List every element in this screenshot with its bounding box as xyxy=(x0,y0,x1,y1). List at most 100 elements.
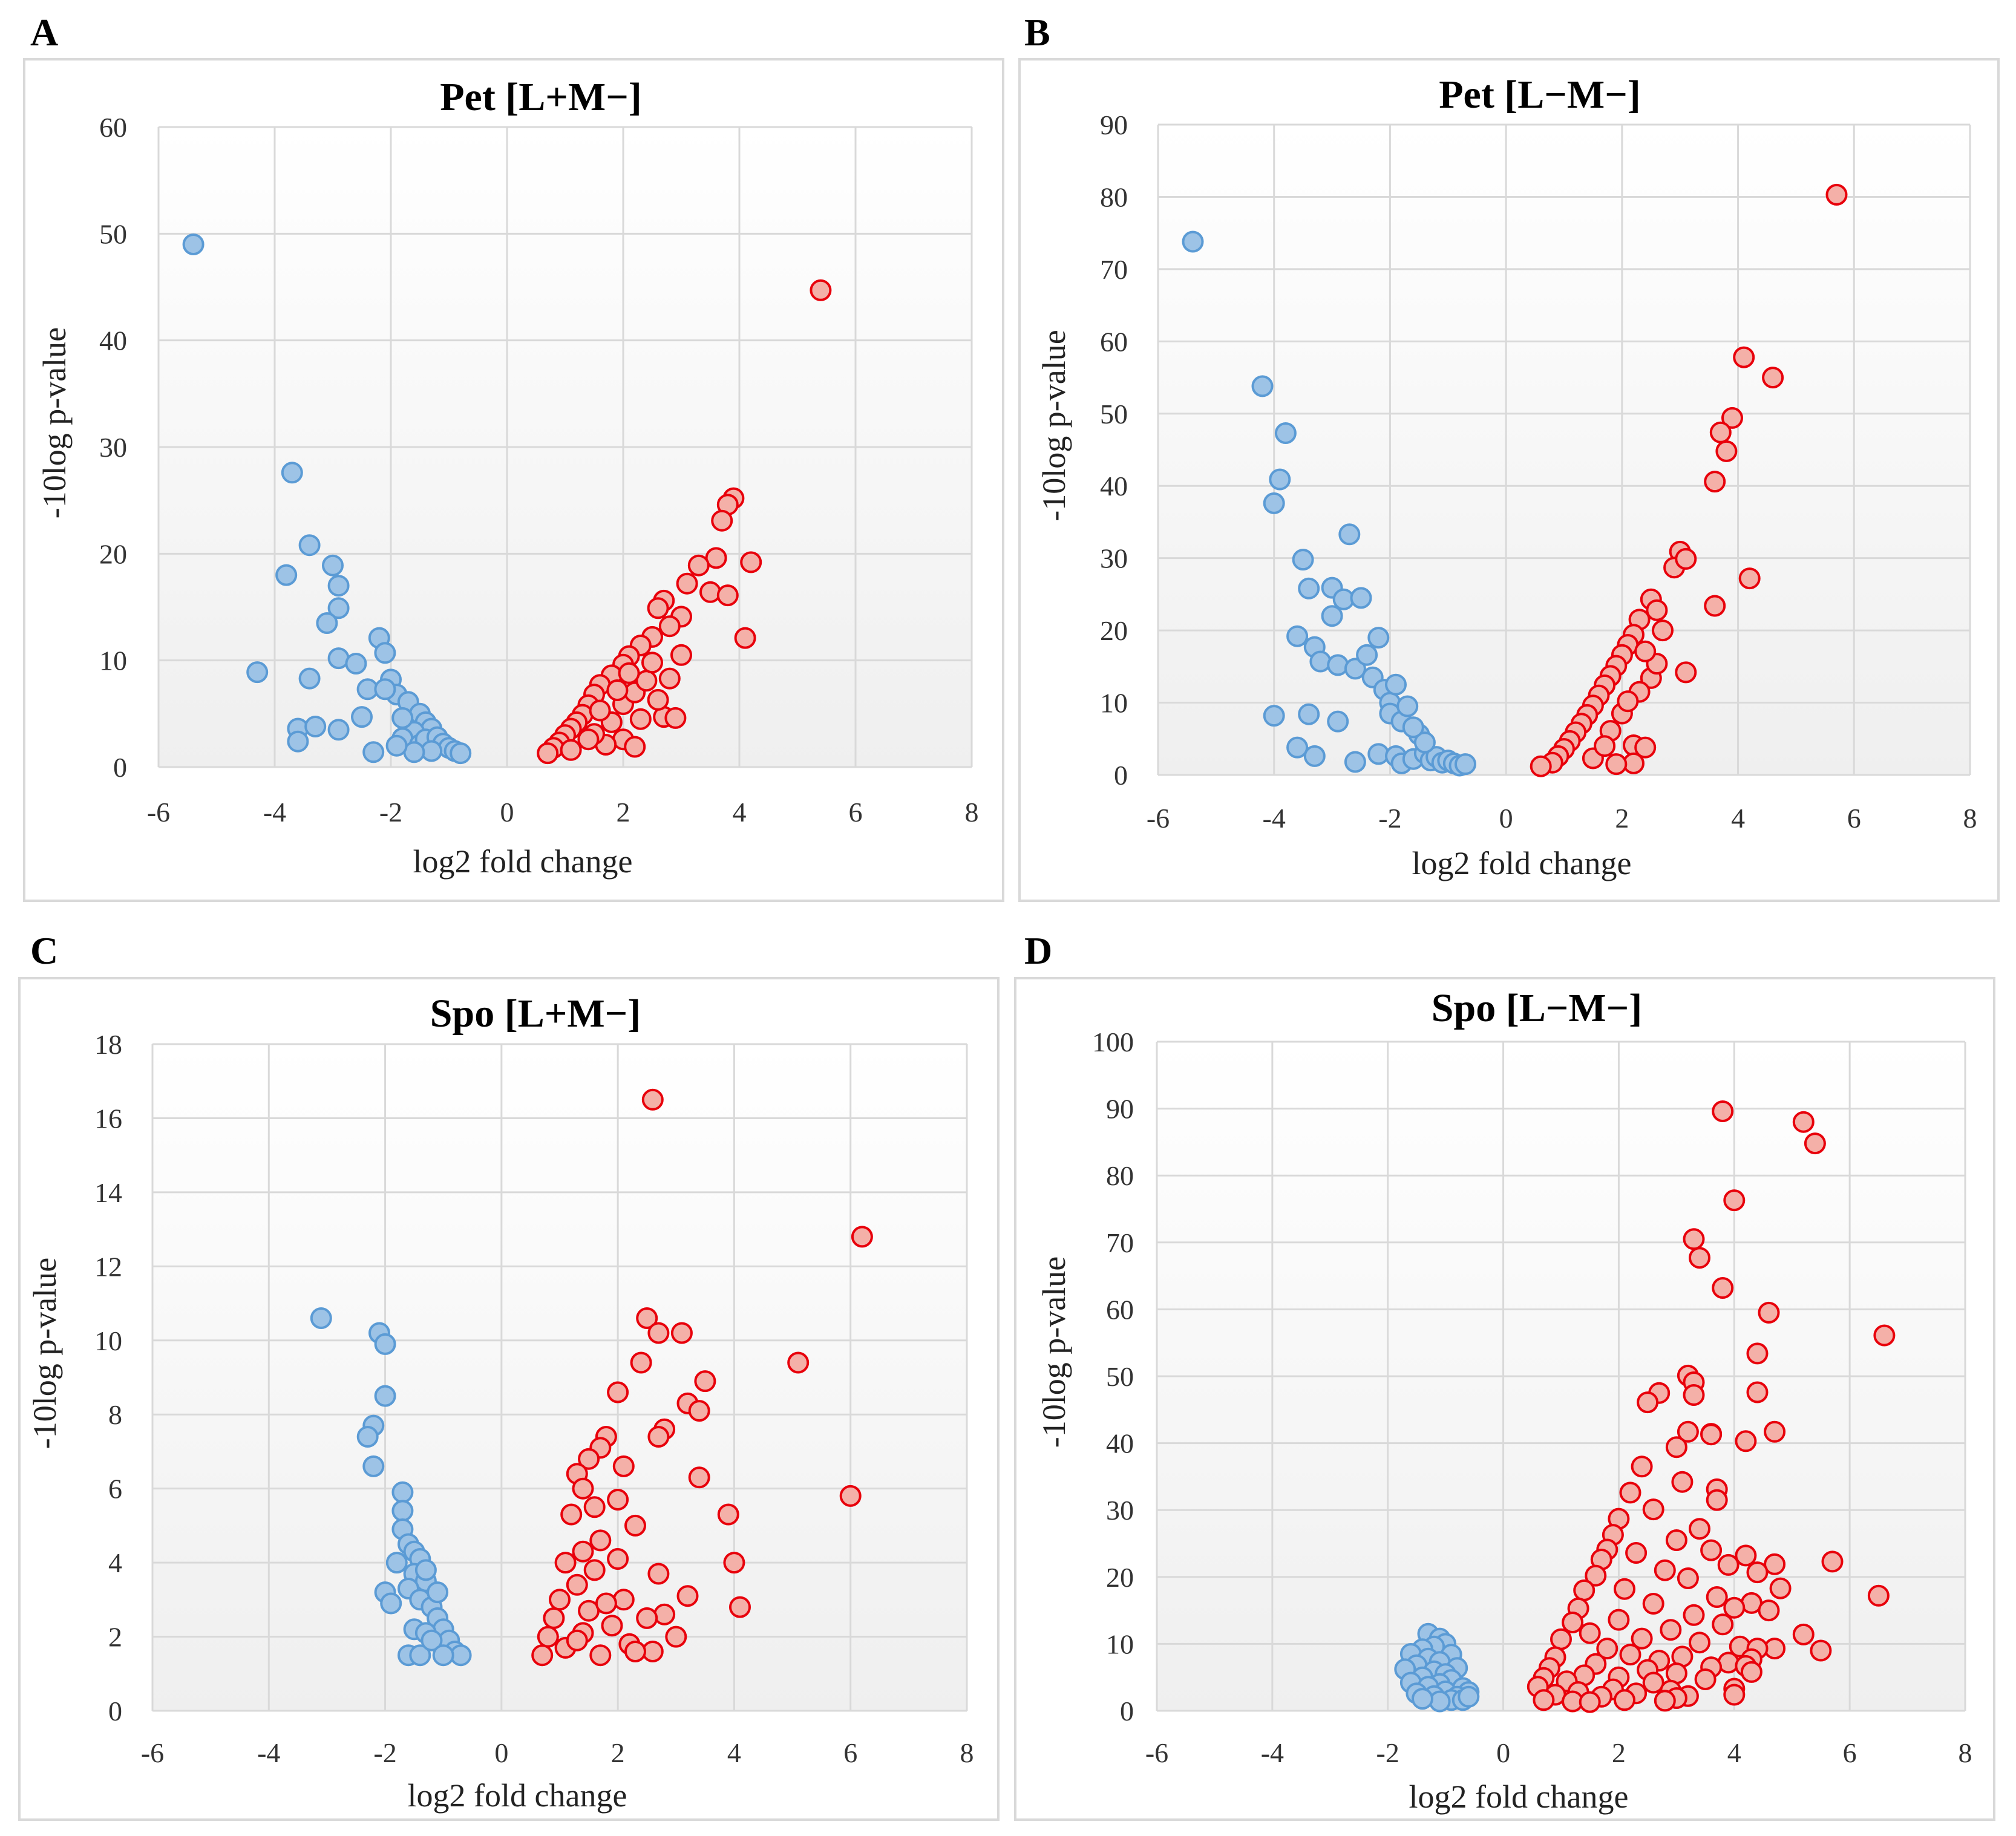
data-point-upregulated xyxy=(1746,1381,1769,1403)
data-point-downregulated xyxy=(327,719,350,741)
data-point-upregulated xyxy=(676,1585,699,1607)
data-point-upregulated xyxy=(606,679,629,701)
x-axis-label: log2 fold change xyxy=(1409,1779,1629,1815)
data-point-upregulated xyxy=(636,1307,658,1329)
data-point-upregulated xyxy=(647,1563,670,1585)
data-point-upregulated xyxy=(1733,346,1755,368)
x-tick-label: -2 xyxy=(1378,803,1401,834)
y-axis-label: -10log p-value xyxy=(1036,1256,1072,1448)
data-point-upregulated xyxy=(717,1503,739,1526)
y-tick-label: 30 xyxy=(1106,1495,1134,1526)
data-point-upregulated xyxy=(658,667,681,690)
x-tick-label: -4 xyxy=(1263,803,1286,834)
x-tick-label: 0 xyxy=(1499,803,1513,834)
data-point-downregulated xyxy=(1251,375,1274,397)
data-point-upregulated xyxy=(1746,1561,1769,1584)
data-point-downregulated xyxy=(1385,673,1407,696)
data-point-upregulated xyxy=(624,736,646,758)
data-point-upregulated xyxy=(699,581,721,603)
data-point-upregulated xyxy=(1689,1247,1710,1269)
data-point-downregulated xyxy=(450,742,472,765)
data-point-downregulated xyxy=(380,1592,402,1615)
data-point-downregulated xyxy=(1263,705,1285,727)
data-point-upregulated xyxy=(1614,1578,1635,1600)
y-tick-label: 30 xyxy=(1100,543,1128,574)
y-tick-label: 10 xyxy=(1106,1629,1134,1659)
data-point-downregulated xyxy=(1269,468,1291,491)
data-point-upregulated xyxy=(578,1448,600,1470)
x-tick-label: 0 xyxy=(494,1737,508,1768)
y-tick-label: 10 xyxy=(94,1325,122,1356)
plot-area xyxy=(1158,125,1970,775)
data-point-downregulated xyxy=(182,234,205,255)
x-tick-label: -6 xyxy=(147,797,170,828)
data-point-upregulated xyxy=(1579,1622,1601,1644)
y-axis-label: -10log p-value xyxy=(1036,330,1072,521)
data-point-downregulated xyxy=(385,1552,408,1574)
data-point-upregulated xyxy=(1631,1627,1653,1650)
x-tick-label: 6 xyxy=(843,1737,857,1768)
data-point-downregulated xyxy=(351,706,373,728)
panel-letter-b: B xyxy=(1024,11,1050,54)
data-point-upregulated xyxy=(1700,1423,1723,1446)
x-tick-label: 8 xyxy=(965,797,979,828)
data-point-downregulated xyxy=(298,667,321,690)
x-tick-label: 4 xyxy=(733,797,747,828)
data-point-upregulated xyxy=(1631,1455,1653,1478)
x-tick-label: -4 xyxy=(1261,1737,1284,1768)
x-tick-label: 2 xyxy=(1612,1737,1626,1768)
data-point-upregulated xyxy=(554,1552,577,1574)
x-tick-label: -6 xyxy=(141,1737,164,1768)
x-tick-label: -4 xyxy=(257,1737,280,1768)
data-point-upregulated xyxy=(1804,1132,1826,1155)
data-point-upregulated xyxy=(1605,753,1628,776)
data-point-upregulated xyxy=(1792,1623,1815,1645)
data-point-downregulated xyxy=(1292,549,1314,571)
data-point-upregulated xyxy=(583,1496,606,1518)
data-point-downregulated xyxy=(1309,650,1332,673)
data-point-upregulated xyxy=(1614,1689,1635,1711)
data-point-upregulated xyxy=(607,1381,629,1403)
data-point-upregulated xyxy=(647,688,669,711)
x-tick-label: 6 xyxy=(1843,1737,1857,1768)
data-point-downregulated xyxy=(362,1455,385,1477)
data-point-upregulated xyxy=(1694,1668,1717,1690)
x-tick-label: 0 xyxy=(500,797,514,828)
data-point-downregulated xyxy=(391,1500,414,1522)
panel-letter-c: C xyxy=(30,929,59,972)
y-tick-label: 30 xyxy=(99,432,127,463)
data-point-downregulated xyxy=(362,741,385,763)
data-point-downregulated xyxy=(1344,751,1366,773)
x-tick-label: 6 xyxy=(1847,803,1861,834)
chart-title: Pet [L−M−] xyxy=(1439,73,1641,117)
data-point-upregulated xyxy=(1715,440,1738,462)
data-point-upregulated xyxy=(607,1548,629,1570)
data-point-upregulated xyxy=(653,1603,676,1625)
data-point-upregulated xyxy=(531,1644,554,1667)
data-point-downregulated xyxy=(327,597,350,619)
data-point-downregulated xyxy=(1298,577,1320,599)
data-point-downregulated xyxy=(409,1644,431,1667)
data-point-upregulated xyxy=(1660,1619,1682,1641)
data-point-upregulated xyxy=(676,572,698,595)
panel-letter-d: D xyxy=(1024,929,1053,972)
data-point-upregulated xyxy=(688,1400,710,1422)
data-point-upregulated xyxy=(607,1489,629,1511)
y-tick-label: 40 xyxy=(99,325,127,356)
data-point-upregulated xyxy=(1873,1324,1896,1347)
data-point-upregulated xyxy=(1594,735,1616,757)
data-point-upregulated xyxy=(1825,183,1848,206)
data-point-upregulated xyxy=(1654,1690,1676,1712)
x-axis-label: log2 fold change xyxy=(413,843,633,880)
data-point-upregulated xyxy=(624,1641,646,1662)
data-point-upregulated xyxy=(1579,1691,1601,1713)
data-point-upregulated xyxy=(1654,1559,1676,1581)
data-point-upregulated xyxy=(572,1477,594,1500)
data-point-upregulated xyxy=(1723,1596,1746,1619)
data-point-upregulated xyxy=(636,1607,658,1629)
y-tick-label: 0 xyxy=(1114,760,1128,791)
data-point-downregulated xyxy=(298,534,321,557)
data-point-upregulated xyxy=(1675,547,1697,570)
data-point-downregulated xyxy=(1182,230,1204,253)
data-point-upregulated xyxy=(1712,1100,1734,1122)
